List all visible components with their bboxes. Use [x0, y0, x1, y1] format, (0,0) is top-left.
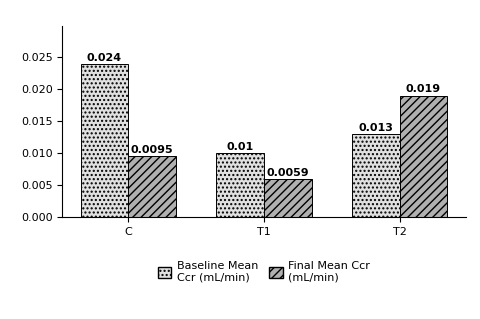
Text: 0.024: 0.024: [87, 53, 122, 63]
Text: 0.013: 0.013: [359, 123, 394, 133]
Bar: [216, 153, 264, 217]
Text: 0.019: 0.019: [406, 85, 441, 94]
Text: 0.0059: 0.0059: [266, 168, 309, 178]
Bar: [81, 64, 128, 217]
Text: 0.01: 0.01: [227, 142, 254, 152]
Bar: [352, 134, 400, 217]
Bar: [128, 156, 176, 217]
Bar: [264, 179, 312, 217]
Legend: Baseline Mean
Ccr (mL/min), Final Mean Ccr
(mL/min): Baseline Mean Ccr (mL/min), Final Mean C…: [154, 257, 374, 287]
Bar: [400, 96, 447, 217]
Text: 0.0095: 0.0095: [131, 145, 173, 155]
